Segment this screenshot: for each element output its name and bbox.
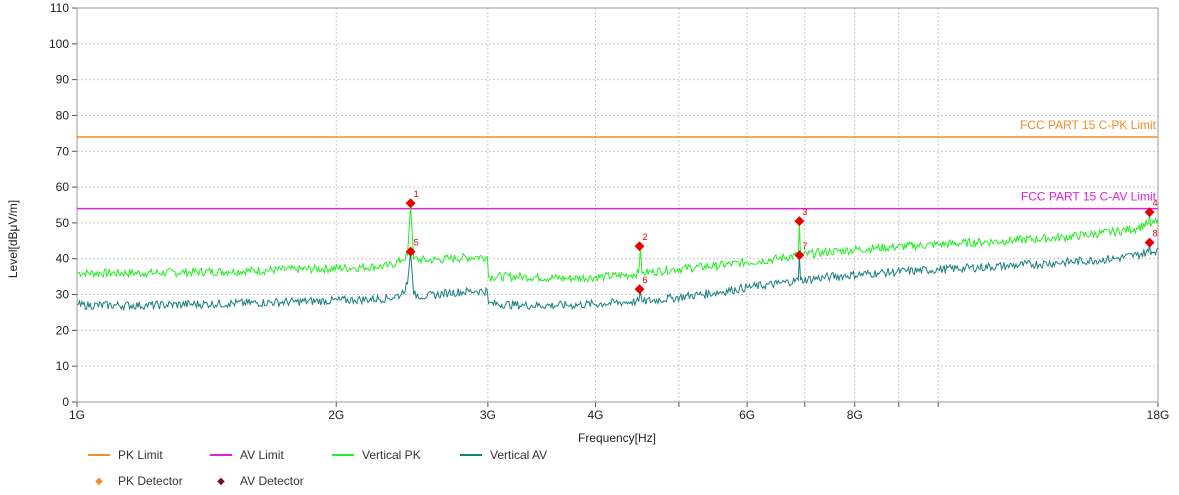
legend-item: ◆ AV Detector (210, 474, 304, 488)
legend-label: AV Limit (240, 448, 284, 462)
marker-label: 1 (414, 189, 419, 199)
limit-lines: FCC PART 15 C-PK Limit FCC PART 15 C-AV L… (77, 118, 1158, 210)
x-tick-label: 2G (328, 408, 344, 422)
legend-label: Vertical AV (490, 448, 548, 462)
grid (76, 7, 1159, 403)
limit-label: FCC PART 15 C-PK Limit (1020, 118, 1157, 132)
y-axis-ticks: 0 10 20 30 40 50 60 70 80 90 100 110 (49, 1, 77, 409)
y-tick-label: 110 (50, 1, 69, 15)
x-tick-label: 4G (587, 408, 603, 422)
y-axis-label: Level[dBμV/m] (6, 200, 20, 278)
marker-label: 7 (802, 241, 807, 251)
detector-marker (405, 198, 416, 209)
legend-item: ◆ PK Detector (88, 474, 183, 488)
series-line (77, 204, 1159, 284)
x-tick-label: 1G (69, 408, 85, 422)
y-tick-label: 50 (56, 216, 70, 230)
detector-marker (794, 216, 805, 227)
detector-markers: 1 2 3 4 5 6 7 8 (405, 189, 1158, 295)
marker-label: 5 (414, 238, 419, 248)
y-tick-label: 80 (56, 108, 70, 122)
detector-marker (1144, 207, 1155, 218)
y-tick-label: 90 (56, 73, 70, 87)
marker-label: 6 (643, 275, 648, 285)
marker-label: 3 (802, 207, 807, 217)
x-tick-label: 6G (739, 408, 755, 422)
x-axis-label: Frequency[Hz] (578, 431, 656, 445)
y-tick-label: 10 (56, 359, 70, 373)
y-tick-label: 20 (56, 323, 70, 337)
y-tick-label: 40 (56, 252, 70, 266)
legend-label: PK Detector (118, 474, 183, 488)
legend-swatch-line (210, 454, 232, 456)
detector-marker (1144, 237, 1155, 248)
legend-item: PK Limit (88, 448, 163, 462)
legend-label: PK Limit (118, 448, 163, 462)
plot-frame (76, 7, 1159, 403)
detector-marker (634, 241, 645, 252)
y-tick-label: 70 (56, 144, 70, 158)
legend-item: Vertical AV (460, 448, 547, 462)
detector-marker (794, 250, 805, 261)
legend-swatch-line (88, 454, 110, 456)
legend-swatch-line (332, 454, 354, 456)
x-tick-label: 8G (847, 408, 863, 422)
marker-label: 2 (643, 232, 648, 242)
legend-label: Vertical PK (362, 448, 421, 462)
legend-swatch-line (460, 454, 482, 456)
y-tick-label: 30 (56, 288, 70, 302)
series-lines (76, 204, 1159, 312)
legend-swatch-diamond: ◆ (95, 475, 103, 487)
marker-label: 4 (1153, 198, 1158, 208)
x-tick-label: 18G (1147, 408, 1170, 422)
x-axis-ticks: 1G 2G 3G 4G 6G 8G 18G (69, 402, 1169, 422)
detector-marker (634, 284, 645, 295)
legend-swatch-diamond: ◆ (217, 475, 225, 487)
y-tick-label: 0 (62, 395, 69, 409)
y-tick-label: 60 (56, 180, 70, 194)
legend-item: AV Limit (210, 448, 284, 462)
marker-label: 8 (1153, 229, 1158, 239)
legend-label: AV Detector (240, 474, 304, 488)
detector-marker (405, 246, 416, 257)
x-tick-label: 3G (480, 408, 496, 422)
series-line (76, 244, 1159, 312)
legend-item: Vertical PK (332, 448, 421, 462)
limit-label: FCC PART 15 C-AV Limit (1021, 190, 1157, 204)
y-tick-label: 100 (49, 37, 69, 51)
